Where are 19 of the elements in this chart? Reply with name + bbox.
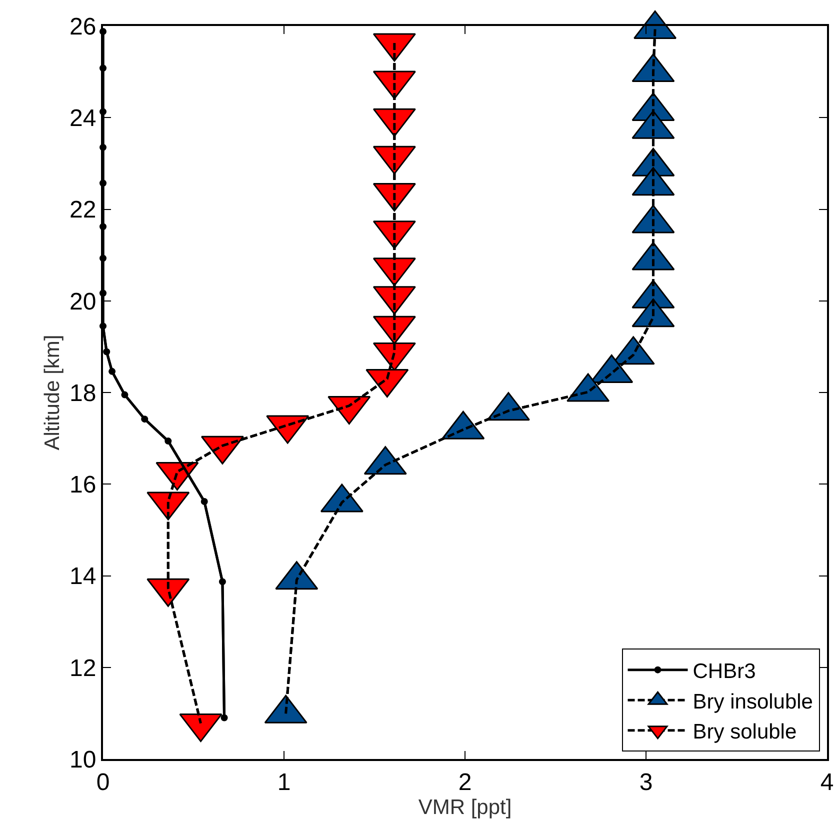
x-tick-label: 2	[458, 768, 472, 796]
x-tick-label: 3	[639, 768, 653, 796]
legend-label: Bry insoluble	[692, 690, 813, 714]
x-tick-label: 0	[96, 768, 110, 796]
y-axis-title: Altitude [km]	[41, 334, 64, 450]
y-tick-label: 12	[69, 654, 96, 682]
x-tick-label: 4	[820, 768, 834, 796]
x-axis-title: VMR [ppt]	[418, 796, 512, 819]
x-tick-label: 1	[277, 768, 291, 796]
y-tick-label: 24	[69, 105, 96, 132]
y-tick-label: 20	[69, 288, 96, 316]
y-tick-label: 22	[69, 196, 96, 224]
y-tick-label: 26	[69, 13, 96, 40]
legend-label: Bry soluble	[692, 720, 797, 744]
y-tick-label: 10	[69, 746, 96, 774]
y-tick-label: 18	[69, 380, 96, 407]
y-tick-label: 14	[69, 563, 96, 590]
legend-label: CHBr3	[692, 660, 756, 684]
y-tick-label: 16	[69, 472, 96, 499]
